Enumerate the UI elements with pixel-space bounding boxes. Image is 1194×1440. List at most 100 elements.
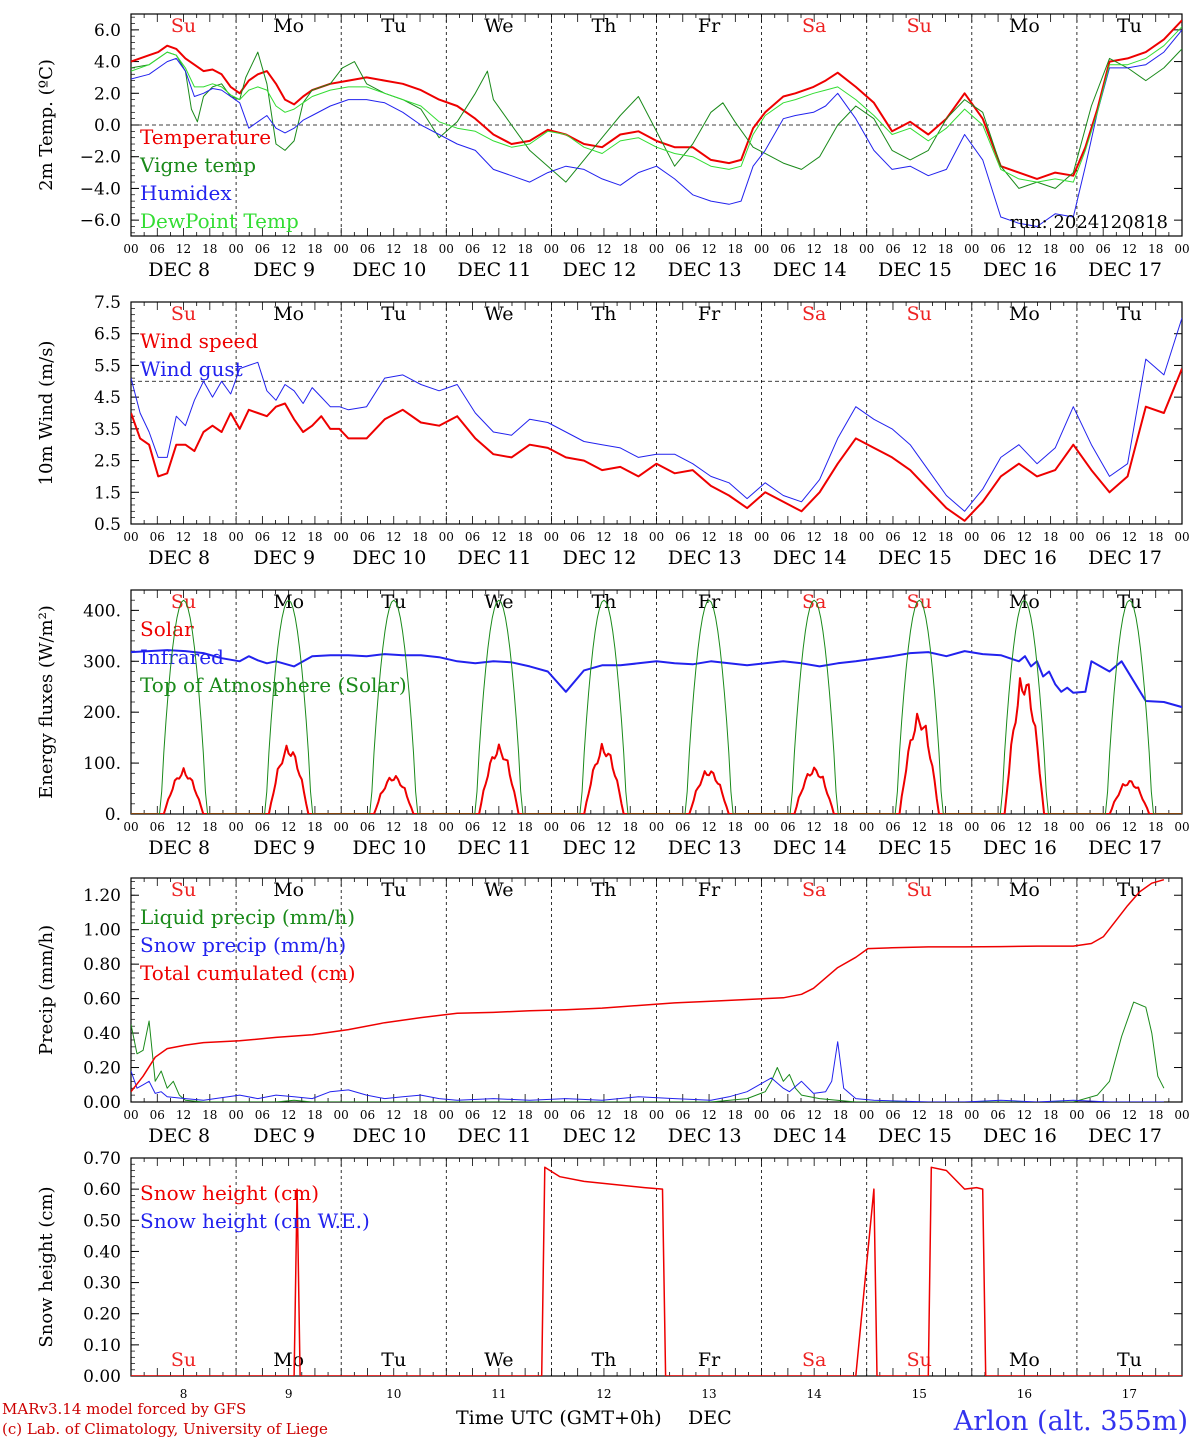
- day-label: DEC 15: [878, 1125, 952, 1147]
- legend-entry: Snow precip (mm/h): [140, 933, 346, 957]
- y-tick-label: 0.40: [83, 1242, 121, 1262]
- y-tick-label: 0.70: [83, 1149, 121, 1169]
- day-label: DEC 17: [1088, 837, 1162, 859]
- series-line-wind-speed: [131, 368, 1182, 522]
- hour-tick-label: 00: [123, 242, 138, 256]
- day-label: DEC 10: [352, 837, 426, 859]
- panel-1: −6.0 −4.0 −2.0 0.0 2.0 4.0 6.0 2m Temp. (ºC) Su M…: [36, 13, 1190, 281]
- hour-tick-label: 06: [990, 820, 1005, 834]
- y-tick-label: 4.0: [94, 53, 121, 73]
- hour-tick-label: 12: [596, 820, 611, 834]
- station-name: Arlon (alt. 355m): [953, 1406, 1188, 1437]
- hour-tick-label: 18: [517, 242, 532, 256]
- y-axis-label: Snow height (cm): [36, 1186, 57, 1347]
- y-tick-label: 300.: [83, 652, 121, 672]
- day-label: DEC 12: [563, 1125, 637, 1147]
- day-label: DEC 11: [458, 259, 532, 281]
- y-tick-label: 0.20: [83, 1059, 121, 1079]
- weekday-label: Th: [591, 15, 616, 37]
- day-label: DEC 9: [253, 837, 315, 859]
- day-number-label: 10: [386, 1387, 401, 1401]
- day-number-label: 8: [180, 1387, 188, 1401]
- day-label: DEC 8: [148, 547, 210, 569]
- hour-tick-label: 06: [990, 242, 1005, 256]
- hour-tick-label: 18: [1043, 242, 1058, 256]
- y-tick-label: −2.0: [80, 148, 121, 168]
- hour-tick-label: 18: [1043, 820, 1058, 834]
- hour-tick-label: 12: [701, 242, 716, 256]
- y-tick-label: 0.30: [83, 1274, 121, 1294]
- hour-tick-label: 12: [1017, 820, 1032, 834]
- hour-tick-label: 00: [228, 1108, 243, 1122]
- hour-tick-label: 00: [1069, 1108, 1084, 1122]
- weekday-label: Su: [171, 879, 196, 901]
- weekday-label: Sa: [802, 303, 826, 325]
- hour-tick-label: 12: [701, 530, 716, 544]
- weekday-label: We: [484, 879, 513, 901]
- day-label: DEC 10: [352, 259, 426, 281]
- weekday-label: Su: [907, 303, 932, 325]
- y-tick-label: 4.5: [94, 388, 121, 408]
- hour-tick-label: 18: [833, 820, 848, 834]
- hour-tick-label: 00: [228, 820, 243, 834]
- hour-tick-label: 00: [754, 530, 769, 544]
- hour-tick-label: 18: [202, 242, 217, 256]
- legend-entry: Humidex: [140, 181, 232, 205]
- hour-tick-label: 12: [281, 530, 296, 544]
- weekday-label: Su: [907, 1349, 932, 1371]
- hour-tick-label: 06: [360, 1108, 375, 1122]
- legend-entry: Temperature: [140, 125, 271, 149]
- hour-tick-label: 18: [307, 242, 322, 256]
- panel-4: 0.00 0.20 0.40 0.60 0.80 1.00 1.20 Precip (mm/h…: [36, 877, 1190, 1147]
- panel-3: 0. 100. 200. 300. 400. Energy fluxes (W/m²) Su…: [36, 589, 1190, 859]
- hour-tick-label: 12: [386, 242, 401, 256]
- hour-tick-label: 06: [150, 530, 165, 544]
- series-line-dewpoint-temp: [131, 26, 1182, 183]
- day-label: DEC 14: [773, 1125, 847, 1147]
- hour-tick-label: 00: [859, 1108, 874, 1122]
- hour-tick-label: 18: [202, 1108, 217, 1122]
- day-label: DEC 9: [253, 547, 315, 569]
- hour-tick-label: 18: [307, 820, 322, 834]
- hour-tick-label: 18: [412, 820, 427, 834]
- weekday-label: Mo: [1009, 1349, 1040, 1371]
- series-line-total-cumulated-cm-: [131, 878, 1165, 1093]
- y-tick-label: 0.60: [83, 1180, 121, 1200]
- y-tick-label: 0.60: [83, 990, 121, 1010]
- y-axis-label: 10m Wind (m/s): [36, 341, 57, 486]
- hour-tick-label: 00: [439, 1108, 454, 1122]
- day-label: DEC 15: [878, 259, 952, 281]
- weekday-label: We: [484, 303, 513, 325]
- hour-tick-label: 06: [150, 242, 165, 256]
- day-number-label: 15: [912, 1387, 927, 1401]
- hour-tick-label: 12: [176, 1108, 191, 1122]
- y-tick-label: 0.5: [94, 515, 121, 535]
- hour-tick-label: 18: [202, 530, 217, 544]
- day-label: DEC 10: [352, 547, 426, 569]
- hour-tick-label: 12: [386, 1108, 401, 1122]
- hour-tick-label: 18: [412, 242, 427, 256]
- legend-entry: Snow height (cm): [140, 1181, 319, 1205]
- hour-tick-label: 12: [491, 820, 506, 834]
- hour-tick-label: 06: [255, 242, 270, 256]
- hour-tick-label: 18: [1148, 242, 1163, 256]
- hour-tick-label: 18: [938, 242, 953, 256]
- weekday-label: Tu: [381, 1349, 406, 1371]
- hour-tick-label: 12: [912, 242, 927, 256]
- hour-tick-label: 00: [439, 820, 454, 834]
- hour-tick-label: 06: [780, 820, 795, 834]
- weekday-label: Mo: [273, 591, 304, 613]
- hour-tick-label: 18: [728, 242, 743, 256]
- hour-tick-label: 00: [228, 530, 243, 544]
- hour-tick-label: 18: [1043, 530, 1058, 544]
- y-tick-label: 1.20: [83, 886, 121, 906]
- hour-tick-label: 06: [780, 242, 795, 256]
- legend-entry: Liquid precip (mm/h): [140, 905, 355, 929]
- hour-tick-label: 06: [465, 1108, 480, 1122]
- hour-tick-label: 06: [150, 1108, 165, 1122]
- series-line-wind-gust: [131, 317, 1182, 512]
- day-label: DEC 8: [148, 1125, 210, 1147]
- weekday-label: Sa: [802, 15, 826, 37]
- hour-tick-label: 06: [255, 1108, 270, 1122]
- weekday-label: Tu: [1117, 303, 1142, 325]
